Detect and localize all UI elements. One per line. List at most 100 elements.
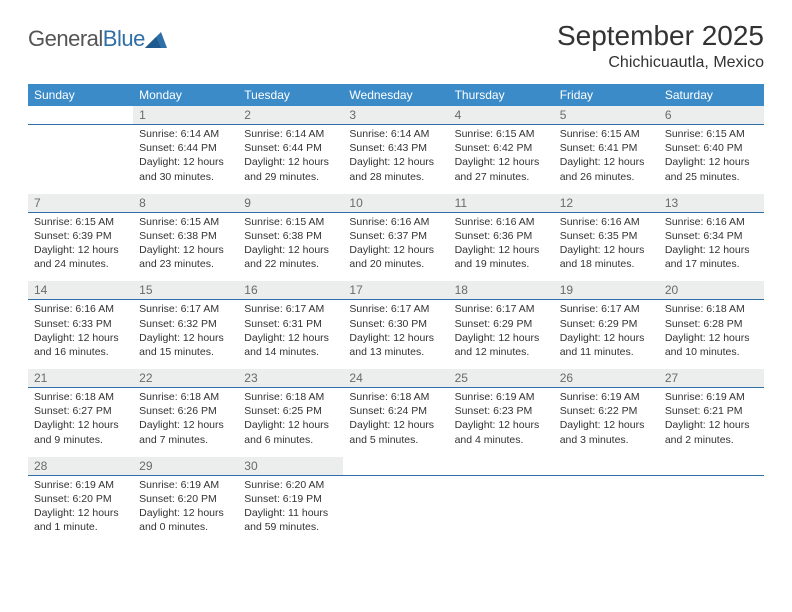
day-content-row: Sunrise: 6:19 AMSunset: 6:20 PMDaylight:… xyxy=(28,475,764,544)
day-number: 4 xyxy=(449,106,554,125)
day-number: 15 xyxy=(133,281,238,300)
day-cell: Sunrise: 6:19 AMSunset: 6:21 PMDaylight:… xyxy=(659,388,764,457)
day-cell xyxy=(28,125,133,194)
daylight-text: Daylight: 12 hours and 22 minutes. xyxy=(244,243,337,271)
day-number: 2 xyxy=(238,106,343,125)
sunrise-text: Sunrise: 6:19 AM xyxy=(139,478,232,492)
day-number: 3 xyxy=(343,106,448,125)
day-number xyxy=(554,457,659,476)
weekday-row: Sunday Monday Tuesday Wednesday Thursday… xyxy=(28,84,764,106)
daylight-text: Daylight: 12 hours and 18 minutes. xyxy=(560,243,653,271)
sunrise-text: Sunrise: 6:15 AM xyxy=(560,127,653,141)
day-cell: Sunrise: 6:15 AMSunset: 6:40 PMDaylight:… xyxy=(659,125,764,194)
calendar-body: 123456Sunrise: 6:14 AMSunset: 6:44 PMDay… xyxy=(28,106,764,544)
day-number: 7 xyxy=(28,194,133,213)
day-number: 20 xyxy=(659,281,764,300)
weekday-header: Friday xyxy=(554,84,659,106)
sunrise-text: Sunrise: 6:17 AM xyxy=(139,302,232,316)
sunset-text: Sunset: 6:19 PM xyxy=(244,492,337,506)
sunrise-text: Sunrise: 6:17 AM xyxy=(560,302,653,316)
day-number: 17 xyxy=(343,281,448,300)
sunset-text: Sunset: 6:24 PM xyxy=(349,404,442,418)
day-cell: Sunrise: 6:17 AMSunset: 6:32 PMDaylight:… xyxy=(133,300,238,369)
day-number xyxy=(343,457,448,476)
sunrise-text: Sunrise: 6:15 AM xyxy=(665,127,758,141)
daynum-row: 123456 xyxy=(28,106,764,125)
daylight-text: Daylight: 12 hours and 24 minutes. xyxy=(34,243,127,271)
sunset-text: Sunset: 6:35 PM xyxy=(560,229,653,243)
daylight-text: Daylight: 12 hours and 27 minutes. xyxy=(455,155,548,183)
day-cell: Sunrise: 6:19 AMSunset: 6:23 PMDaylight:… xyxy=(449,388,554,457)
weekday-header: Thursday xyxy=(449,84,554,106)
sunset-text: Sunset: 6:33 PM xyxy=(34,317,127,331)
sunrise-text: Sunrise: 6:14 AM xyxy=(349,127,442,141)
day-cell xyxy=(449,475,554,544)
day-number: 8 xyxy=(133,194,238,213)
month-title: September 2025 xyxy=(557,20,764,52)
day-cell: Sunrise: 6:16 AMSunset: 6:36 PMDaylight:… xyxy=(449,212,554,281)
daylight-text: Daylight: 12 hours and 10 minutes. xyxy=(665,331,758,359)
sunset-text: Sunset: 6:44 PM xyxy=(244,141,337,155)
sunset-text: Sunset: 6:30 PM xyxy=(349,317,442,331)
calendar-table: Sunday Monday Tuesday Wednesday Thursday… xyxy=(28,84,764,544)
weekday-header: Tuesday xyxy=(238,84,343,106)
day-cell xyxy=(343,475,448,544)
sunrise-text: Sunrise: 6:18 AM xyxy=(34,390,127,404)
sunrise-text: Sunrise: 6:14 AM xyxy=(139,127,232,141)
daylight-text: Daylight: 12 hours and 7 minutes. xyxy=(139,418,232,446)
sunrise-text: Sunrise: 6:18 AM xyxy=(139,390,232,404)
sunrise-text: Sunrise: 6:17 AM xyxy=(455,302,548,316)
sunrise-text: Sunrise: 6:14 AM xyxy=(244,127,337,141)
sunset-text: Sunset: 6:25 PM xyxy=(244,404,337,418)
day-cell: Sunrise: 6:19 AMSunset: 6:22 PMDaylight:… xyxy=(554,388,659,457)
day-content-row: Sunrise: 6:18 AMSunset: 6:27 PMDaylight:… xyxy=(28,388,764,457)
day-cell: Sunrise: 6:17 AMSunset: 6:31 PMDaylight:… xyxy=(238,300,343,369)
daylight-text: Daylight: 12 hours and 4 minutes. xyxy=(455,418,548,446)
day-number: 6 xyxy=(659,106,764,125)
sunset-text: Sunset: 6:32 PM xyxy=(139,317,232,331)
logo-triangle-icon xyxy=(145,32,167,48)
day-cell: Sunrise: 6:17 AMSunset: 6:29 PMDaylight:… xyxy=(554,300,659,369)
sunset-text: Sunset: 6:29 PM xyxy=(560,317,653,331)
sunset-text: Sunset: 6:38 PM xyxy=(244,229,337,243)
location-label: Chichicuautla, Mexico xyxy=(557,54,764,72)
day-number: 23 xyxy=(238,369,343,388)
sunrise-text: Sunrise: 6:16 AM xyxy=(349,215,442,229)
sunrise-text: Sunrise: 6:18 AM xyxy=(244,390,337,404)
day-content-row: Sunrise: 6:14 AMSunset: 6:44 PMDaylight:… xyxy=(28,125,764,194)
sunset-text: Sunset: 6:20 PM xyxy=(34,492,127,506)
day-number: 25 xyxy=(449,369,554,388)
sunset-text: Sunset: 6:22 PM xyxy=(560,404,653,418)
day-number: 12 xyxy=(554,194,659,213)
day-number: 5 xyxy=(554,106,659,125)
daylight-text: Daylight: 12 hours and 26 minutes. xyxy=(560,155,653,183)
day-number: 26 xyxy=(554,369,659,388)
daylight-text: Daylight: 12 hours and 16 minutes. xyxy=(34,331,127,359)
daylight-text: Daylight: 12 hours and 15 minutes. xyxy=(139,331,232,359)
day-number: 19 xyxy=(554,281,659,300)
weekday-header: Sunday xyxy=(28,84,133,106)
day-number: 28 xyxy=(28,457,133,476)
day-number xyxy=(449,457,554,476)
daylight-text: Daylight: 12 hours and 13 minutes. xyxy=(349,331,442,359)
daylight-text: Daylight: 12 hours and 1 minute. xyxy=(34,506,127,534)
daynum-row: 282930 xyxy=(28,457,764,476)
day-cell xyxy=(554,475,659,544)
sunrise-text: Sunrise: 6:19 AM xyxy=(34,478,127,492)
day-cell xyxy=(659,475,764,544)
daylight-text: Daylight: 12 hours and 5 minutes. xyxy=(349,418,442,446)
daylight-text: Daylight: 12 hours and 6 minutes. xyxy=(244,418,337,446)
day-cell: Sunrise: 6:17 AMSunset: 6:29 PMDaylight:… xyxy=(449,300,554,369)
sunset-text: Sunset: 6:40 PM xyxy=(665,141,758,155)
sunrise-text: Sunrise: 6:19 AM xyxy=(455,390,548,404)
day-cell: Sunrise: 6:15 AMSunset: 6:38 PMDaylight:… xyxy=(238,212,343,281)
day-cell: Sunrise: 6:15 AMSunset: 6:38 PMDaylight:… xyxy=(133,212,238,281)
daylight-text: Daylight: 12 hours and 23 minutes. xyxy=(139,243,232,271)
sunset-text: Sunset: 6:44 PM xyxy=(139,141,232,155)
day-number: 21 xyxy=(28,369,133,388)
day-number: 22 xyxy=(133,369,238,388)
sunset-text: Sunset: 6:27 PM xyxy=(34,404,127,418)
day-cell: Sunrise: 6:18 AMSunset: 6:26 PMDaylight:… xyxy=(133,388,238,457)
sunrise-text: Sunrise: 6:16 AM xyxy=(665,215,758,229)
day-content-row: Sunrise: 6:16 AMSunset: 6:33 PMDaylight:… xyxy=(28,300,764,369)
